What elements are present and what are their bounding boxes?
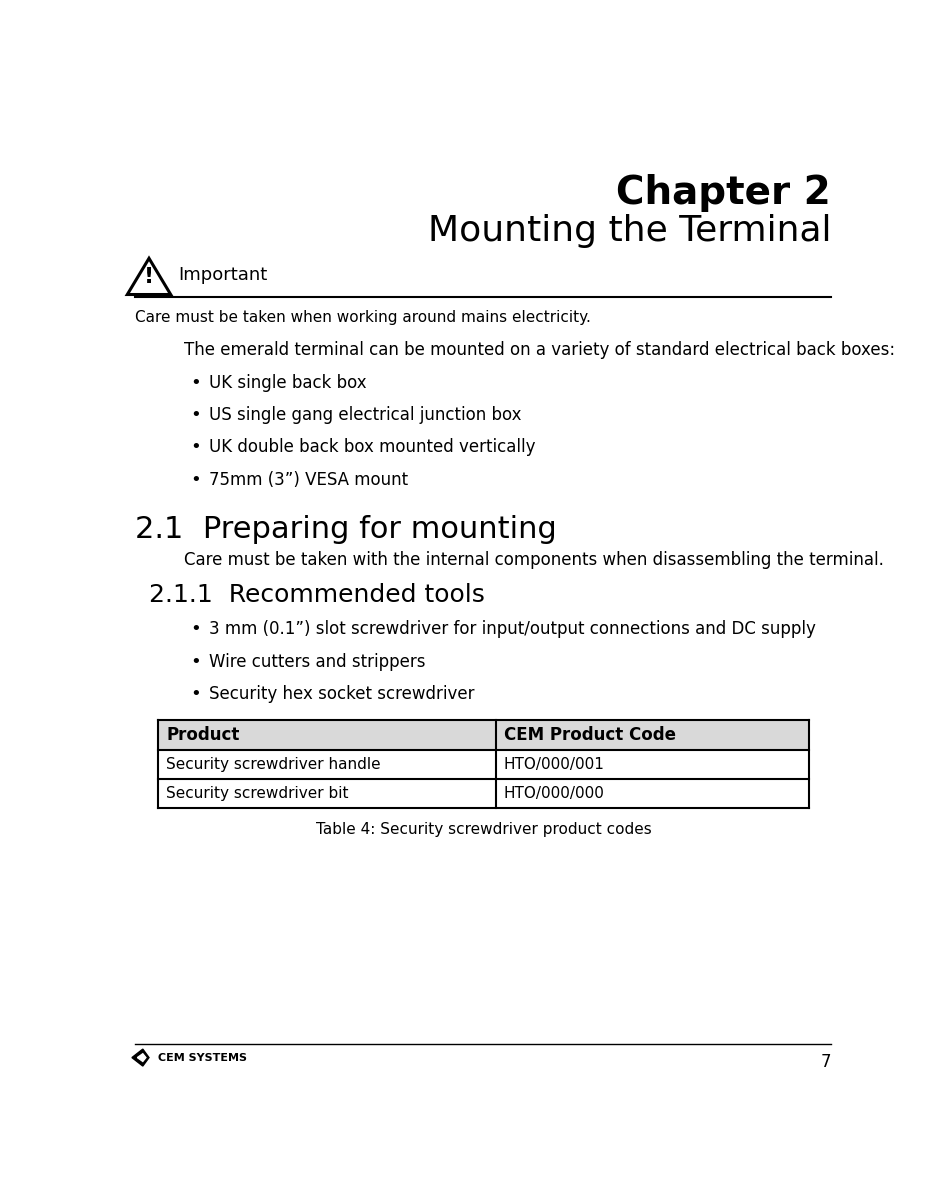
- Text: CEM SYSTEMS: CEM SYSTEMS: [159, 1053, 247, 1063]
- Text: •: •: [190, 470, 201, 488]
- Text: Security hex socket screwdriver: Security hex socket screwdriver: [210, 685, 475, 703]
- Text: 75mm (3”) VESA mount: 75mm (3”) VESA mount: [210, 470, 409, 488]
- Text: Table 4: Security screwdriver product codes: Table 4: Security screwdriver product co…: [316, 822, 651, 837]
- Text: •: •: [190, 621, 201, 639]
- Bar: [159, 721, 809, 749]
- Polygon shape: [138, 1054, 146, 1061]
- Text: 7: 7: [820, 1053, 831, 1071]
- Text: Mounting the Terminal: Mounting the Terminal: [428, 214, 831, 248]
- Text: •: •: [190, 374, 201, 392]
- Text: 2.1.1  Recommended tools: 2.1.1 Recommended tools: [149, 583, 485, 608]
- Text: 3 mm (0.1”) slot screwdriver for input/output connections and DC supply: 3 mm (0.1”) slot screwdriver for input/o…: [210, 621, 817, 639]
- Text: Security screwdriver handle: Security screwdriver handle: [166, 757, 380, 771]
- Text: CEM Product Code: CEM Product Code: [504, 727, 676, 745]
- Text: •: •: [190, 652, 201, 670]
- Text: Care must be taken with the internal components when disassembling the terminal.: Care must be taken with the internal com…: [184, 551, 884, 569]
- Text: •: •: [190, 439, 201, 456]
- Text: !: !: [143, 267, 154, 286]
- Text: •: •: [190, 407, 201, 425]
- Text: •: •: [190, 685, 201, 703]
- Text: The emerald terminal can be mounted on a variety of standard electrical back box: The emerald terminal can be mounted on a…: [184, 340, 895, 358]
- Text: HTO/000/001: HTO/000/001: [504, 757, 605, 771]
- Text: Wire cutters and strippers: Wire cutters and strippers: [210, 652, 426, 670]
- Text: Security screwdriver bit: Security screwdriver bit: [166, 786, 348, 801]
- Text: Care must be taken when working around mains electricity.: Care must be taken when working around m…: [135, 310, 591, 325]
- Text: UK single back box: UK single back box: [210, 374, 367, 392]
- Text: US single gang electrical junction box: US single gang electrical junction box: [210, 407, 522, 425]
- Polygon shape: [132, 1049, 149, 1066]
- Text: UK double back box mounted vertically: UK double back box mounted vertically: [210, 439, 536, 456]
- Text: Chapter 2: Chapter 2: [616, 173, 831, 212]
- Text: Important: Important: [178, 266, 268, 284]
- Text: 2.1  Preparing for mounting: 2.1 Preparing for mounting: [135, 516, 557, 545]
- Text: HTO/000/000: HTO/000/000: [504, 786, 605, 801]
- Text: Product: Product: [166, 727, 240, 745]
